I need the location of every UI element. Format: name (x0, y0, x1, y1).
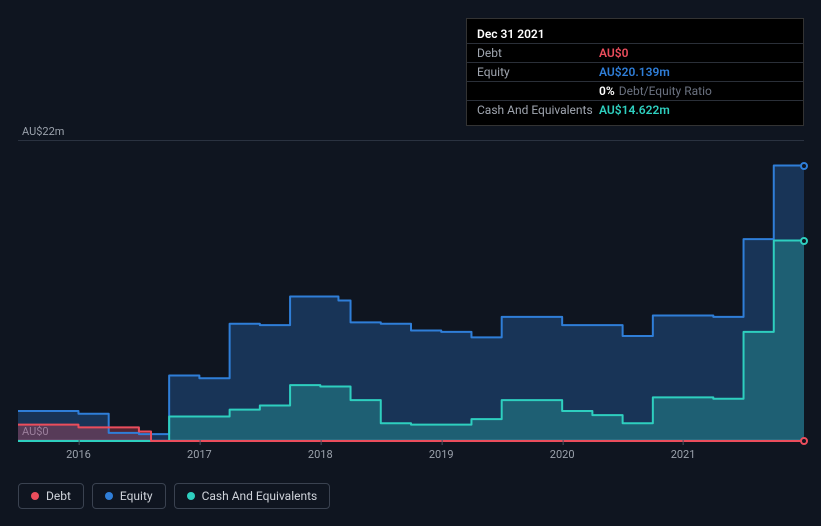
end-marker-cash-and-equivalents (800, 237, 808, 245)
legend-label: Cash And Equivalents (202, 489, 318, 503)
data-tooltip: Dec 31 2021 DebtAU$0EquityAU$20.139m0%De… (466, 18, 804, 126)
tooltip-value: 0%Debt/Equity Ratio (599, 84, 793, 98)
legend-item-debt[interactable]: Debt (18, 483, 84, 509)
legend-label: Equity (120, 489, 153, 503)
tooltip-label: Equity (477, 65, 599, 79)
x-tick: 2020 (550, 448, 575, 461)
tooltip-suffix: Debt/Equity Ratio (619, 84, 712, 98)
legend: Debt Equity Cash And Equivalents (18, 483, 330, 509)
tooltip-value: AU$0 (599, 46, 793, 60)
legend-dot-icon (31, 492, 39, 500)
tooltip-date: Dec 31 2021 (477, 27, 545, 41)
x-tick: 2021 (671, 448, 696, 461)
x-tick: 2019 (429, 448, 454, 461)
legend-item-cash-and-equivalents[interactable]: Cash And Equivalents (174, 483, 331, 509)
legend-label: Debt (46, 489, 71, 503)
chart-container: { "tooltip": { "date": "Dec 31 2021", "r… (0, 0, 821, 526)
x-tick: 2017 (187, 448, 212, 461)
end-marker-debt (800, 437, 808, 445)
x-tick: 2016 (66, 448, 91, 461)
tooltip-date-row: Dec 31 2021 (467, 25, 803, 44)
legend-item-equity[interactable]: Equity (92, 483, 166, 509)
legend-dot-icon (105, 492, 113, 500)
legend-dot-icon (187, 492, 195, 500)
end-marker-equity (800, 162, 808, 170)
tooltip-value: AU$14.622m (599, 103, 793, 117)
x-axis: 2016 2017 2018 2019 2020 2021 (18, 448, 804, 466)
tooltip-row: EquityAU$20.139m (467, 63, 803, 82)
tooltip-row: DebtAU$0 (467, 44, 803, 63)
tooltip-label: Debt (477, 46, 599, 60)
tooltip-label (477, 84, 599, 98)
chart-svg (18, 141, 804, 441)
x-tick: 2018 (308, 448, 333, 461)
tooltip-row: 0%Debt/Equity Ratio (467, 82, 803, 101)
tooltip-value: AU$20.139m (599, 65, 793, 79)
y-axis-label-max: AU$22m (22, 125, 64, 138)
tooltip-label: Cash And Equivalents (477, 103, 599, 117)
tooltip-row: Cash And EquivalentsAU$14.622m (467, 101, 803, 119)
plot-area[interactable] (18, 140, 804, 440)
